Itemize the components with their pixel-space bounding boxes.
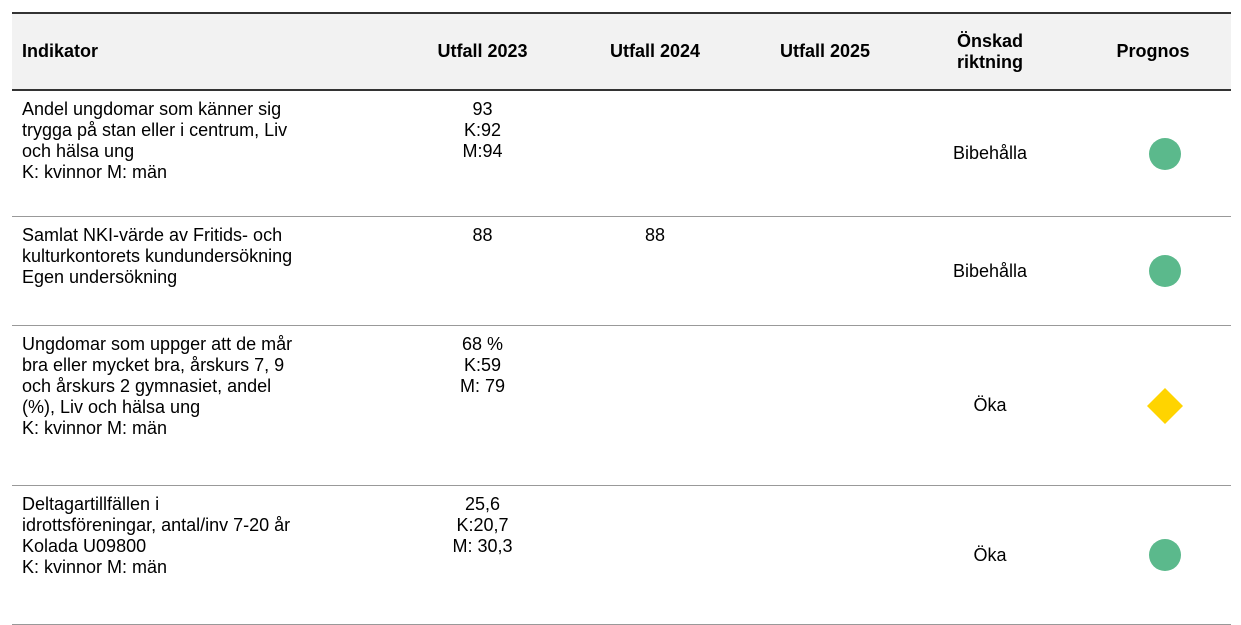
forecast-icon (1149, 255, 1181, 287)
text-line: K: kvinnor M: män (22, 557, 168, 577)
outcome-cell (745, 216, 905, 326)
text-line: K:92 (463, 120, 502, 140)
text-line: Öka (973, 544, 1007, 565)
column-header: Önskad riktning (905, 12, 1075, 91)
text-line: 25,6 (464, 494, 501, 514)
status-diamond (1147, 387, 1183, 424)
column-header: Prognos (1075, 12, 1231, 91)
text-line: Egen undersökning (22, 267, 178, 287)
text-line: K: kvinnor M: män (22, 162, 168, 182)
text-line: bra eller mycket bra, årskurs 7, 9 (22, 355, 285, 375)
text-line: Andel ungdomar som känner sig (22, 99, 282, 119)
text-line: Utfall 2025 (779, 41, 871, 61)
column-header: Utfall 2025 (745, 12, 905, 91)
outcome-cell (745, 485, 905, 625)
outcome-cell (745, 325, 905, 486)
indicator-table: Indikator Utfall 2023 Utfall 2024 Utfall 20… (12, 12, 1231, 625)
outcome-cell: 88 (400, 216, 565, 326)
outcome-cell (565, 485, 745, 625)
direction-cell: Bibehålla (905, 216, 1075, 326)
text-line: K: kvinnor M: män (22, 418, 168, 438)
text-line: M: 30,3 (452, 536, 513, 556)
text-line: Kolada U09800 (22, 536, 147, 556)
text-line: Indikator (22, 41, 99, 61)
text-line: trygga på stan eller i centrum, Liv (22, 120, 288, 140)
status-circle (1149, 137, 1181, 170)
text-line: K:20,7 (456, 515, 509, 535)
forecast-cell (1075, 325, 1231, 486)
column-header: Utfall 2024 (565, 12, 745, 91)
text-line: Prognos (1116, 41, 1190, 61)
header-row: Indikator Utfall 2023 Utfall 2024 Utfall 20… (12, 12, 1231, 91)
column-header: Indikator (12, 12, 400, 91)
outcome-cell (745, 90, 905, 217)
direction-cell: Bibehålla (905, 90, 1075, 217)
text-line: Bibehålla (952, 260, 1028, 281)
column-header: Utfall 2023 (400, 12, 565, 91)
outcome-cell (565, 325, 745, 486)
outcome-cell (565, 90, 745, 217)
text-line: Utfall 2023 (437, 41, 528, 61)
direction-cell: Öka (905, 325, 1075, 486)
page: Indikator Utfall 2023 Utfall 2024 Utfall 20… (12, 12, 1231, 625)
table-row: Andel ungdomar som känner sig trygga på s… (12, 90, 1231, 217)
indicator-cell: Samlat NKI-värde av Fritids- och kulturko… (12, 216, 400, 326)
text-line: kulturkontorets kundundersökning (22, 246, 293, 266)
text-line: Deltagartillfällen i (22, 494, 160, 514)
indicator-cell: Ungdomar som uppger att de mår bra eller … (12, 325, 400, 486)
text-line: Bibehålla (952, 143, 1028, 163)
text-line: (%), Liv och hälsa ung (22, 397, 201, 417)
status-circle (1149, 539, 1181, 571)
text-line: Öka (973, 395, 1007, 415)
text-line: K:59 (463, 355, 502, 375)
forecast-icon (1149, 137, 1181, 170)
text-line: Ungdomar som uppger att de mår (22, 334, 293, 354)
text-line: M: 79 (459, 376, 506, 396)
forecast-icon (1147, 387, 1183, 424)
outcome-cell: 93 K:92 M:94 (400, 90, 565, 217)
forecast-icon (1149, 539, 1181, 571)
text-line: Önskad (956, 30, 1024, 51)
text-line: 68 % (461, 334, 504, 354)
status-circle (1149, 255, 1181, 287)
text-line: idrottsföreningar, antal/inv 7-20 år (22, 515, 291, 535)
text-line: och hälsa ung (22, 141, 135, 161)
text-line: 93 (472, 99, 493, 119)
direction-cell: Öka (905, 485, 1075, 625)
forecast-cell (1075, 216, 1231, 326)
outcome-cell: 88 (565, 216, 745, 326)
outcome-cell: 68 % K:59 M: 79 (400, 325, 565, 486)
text-line: riktning (957, 51, 1023, 72)
text-line: 88 (472, 225, 493, 245)
text-line: Utfall 2024 (609, 41, 701, 61)
forecast-cell (1075, 90, 1231, 217)
text-line: 88 (644, 225, 666, 245)
table-row: Deltagartillfällen i idrottsföreningar, a… (12, 485, 1231, 625)
table-row: Samlat NKI-värde av Fritids- och kulturko… (12, 216, 1231, 326)
text-line: Samlat NKI-värde av Fritids- och (22, 225, 283, 245)
table-row: Ungdomar som uppger att de mår bra eller … (12, 325, 1231, 486)
indicator-cell: Andel ungdomar som känner sig trygga på s… (12, 90, 400, 217)
forecast-cell (1075, 485, 1231, 625)
outcome-cell: 25,6 K:20,7 M: 30,3 (400, 485, 565, 625)
text-line: och årskurs 2 gymnasiet, andel (22, 376, 272, 396)
indicator-cell: Deltagartillfällen i idrottsföreningar, a… (12, 485, 400, 625)
text-line: M:94 (462, 141, 503, 161)
